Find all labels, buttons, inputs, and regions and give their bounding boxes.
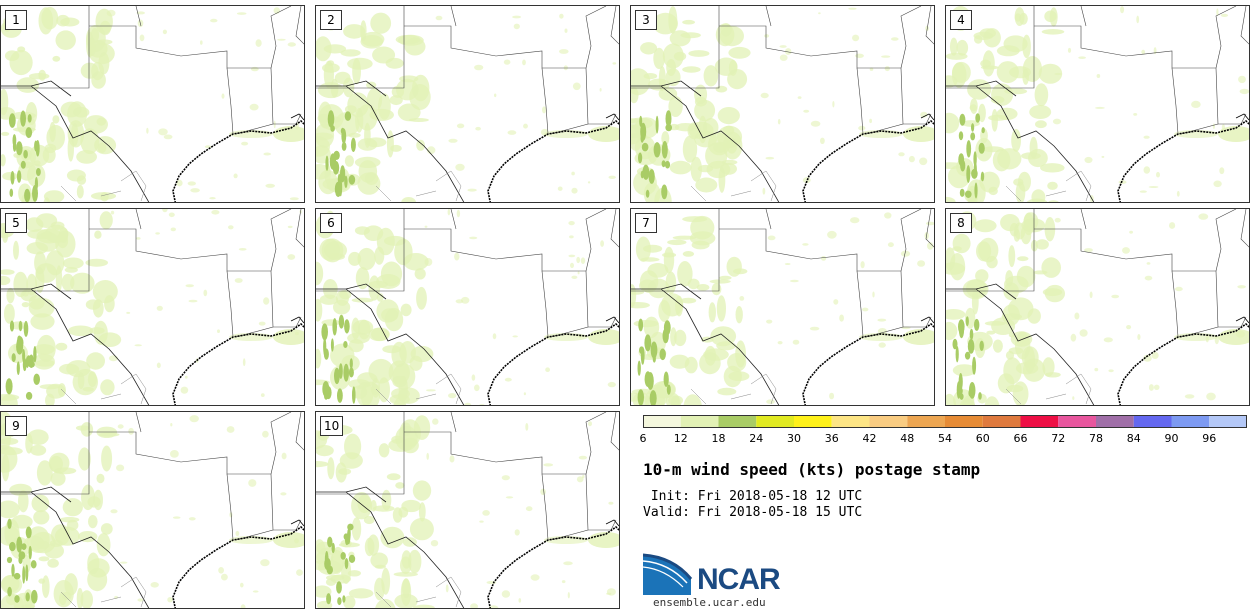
colorbar-swatch [794, 415, 832, 428]
colorbar-swatch [756, 415, 794, 428]
valid-time: Valid: Fri 2018-05-18 15 UTC [643, 505, 863, 520]
member-panel: 5 [0, 208, 305, 406]
wind-speed-map [1, 209, 304, 405]
colorbar-swatch [680, 415, 719, 428]
colorbar-swatch [643, 415, 681, 428]
colorbar-swatch [831, 415, 870, 428]
colorbar-swatch [1020, 415, 1059, 428]
colorbar-swatch [1133, 415, 1172, 428]
colorbar-swatch [1058, 415, 1096, 428]
member-number: 3 [635, 10, 657, 30]
colorbar-tick-label: 90 [1164, 432, 1179, 445]
member-number: 8 [950, 213, 972, 233]
wind-speed-map [1, 6, 304, 202]
wind-speed-map [631, 6, 934, 202]
colorbar-tick-label: 96 [1202, 432, 1217, 445]
colorbar-tick-label: 66 [1013, 432, 1028, 445]
colorbar-tick-label: 24 [749, 432, 764, 445]
member-number: 1 [5, 10, 27, 30]
wind-speed-map [946, 6, 1249, 202]
member-panel: 9 [0, 411, 305, 609]
member-panel: 3 [630, 5, 935, 203]
member-panel: 7 [630, 208, 935, 406]
member-panel: 6 [315, 208, 620, 406]
colorbar-swatch [945, 415, 983, 428]
colorbar-swatch [1171, 415, 1210, 428]
wind-speed-map [631, 209, 934, 405]
member-panel: 2 [315, 5, 620, 203]
member-number: 2 [320, 10, 342, 30]
colorbar-tick-label: 42 [862, 432, 877, 445]
colorbar-tick-label: 60 [975, 432, 990, 445]
colorbar-tick-label: 78 [1089, 432, 1103, 445]
colorbar-labels: 6 12 18 24 30 36 42 48 54 60 66 72 78 84 90 96 [639, 432, 1260, 446]
site-url[interactable]: ensemble.ucar.edu [653, 596, 766, 609]
colorbar-swatch [982, 415, 1021, 428]
wind-speed-map [946, 209, 1249, 405]
member-number: 9 [5, 416, 27, 436]
member-number: 10 [320, 416, 344, 436]
member-number: 6 [320, 213, 342, 233]
colorbar [643, 415, 1247, 428]
colorbar-tick-label: 84 [1126, 432, 1141, 445]
colorbar-swatch [718, 415, 757, 428]
member-number: 4 [950, 10, 972, 30]
member-panel: 8 [945, 208, 1250, 406]
wind-speed-map [316, 6, 619, 202]
wind-speed-map [316, 209, 619, 405]
colorbar-tick-label: 6 [639, 432, 647, 445]
colorbar-swatch [1209, 415, 1247, 428]
colorbar-tick-label: 30 [787, 432, 801, 445]
colorbar-tick-label: 72 [1051, 432, 1066, 445]
colorbar-swatch [1096, 415, 1134, 428]
colorbar-tick-label: 36 [824, 432, 839, 445]
member-panel: 4 [945, 5, 1250, 203]
colorbar-swatch [907, 415, 945, 428]
init-time: Init: Fri 2018-05-18 12 UTC [643, 489, 863, 504]
wind-speed-map [316, 412, 619, 608]
ncar-logo-icon [643, 553, 693, 595]
wind-speed-map [1, 412, 304, 608]
colorbar-tick-label: 12 [673, 432, 688, 445]
logo-text: NCAR [697, 563, 781, 596]
colorbar-tick-label: 48 [900, 432, 915, 445]
colorbar-swatch [869, 415, 908, 428]
member-number: 5 [5, 213, 27, 233]
member-panel: 10 [315, 411, 620, 609]
colorbar-tick-label: 54 [938, 432, 952, 445]
member-number: 7 [635, 213, 657, 233]
plot-title: 10-m wind speed (kts) postage stamp [643, 460, 981, 479]
colorbar-tick-label: 18 [711, 432, 726, 445]
member-panel: 1 [0, 5, 305, 203]
